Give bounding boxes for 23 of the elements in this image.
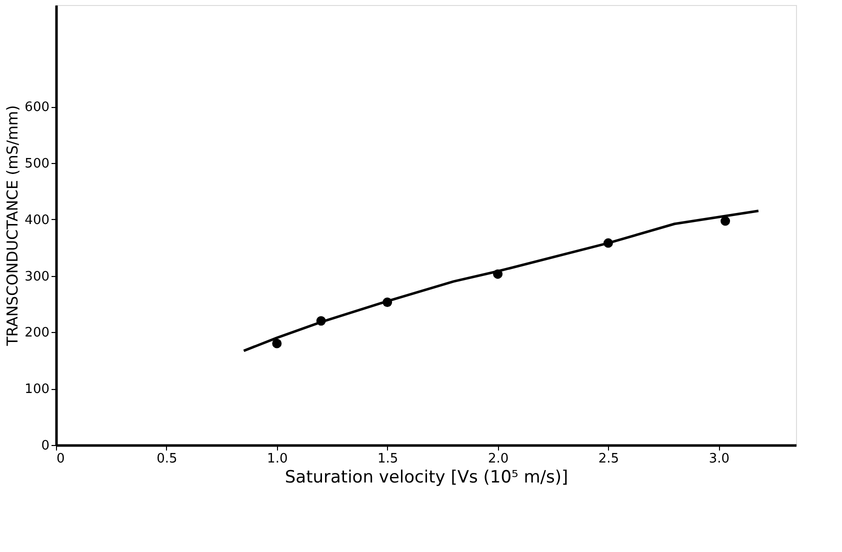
x-tick-label: 2.0 xyxy=(488,452,509,466)
x-tick-label: 2.5 xyxy=(598,452,620,466)
point xyxy=(493,269,503,279)
y-tick-label: 300 xyxy=(24,269,50,284)
x-tick-label: 1.0 xyxy=(267,452,288,466)
x-tick-label: 1.5 xyxy=(378,452,398,466)
x-tick-label: 0.5 xyxy=(156,452,178,466)
y-tick-label: 400 xyxy=(24,212,50,228)
line-series xyxy=(242,210,760,352)
point xyxy=(316,316,326,326)
y-tick-label: 600 xyxy=(24,100,50,116)
point xyxy=(382,298,392,308)
point xyxy=(720,216,730,226)
y-tick-label: 100 xyxy=(24,382,50,398)
y-axis-title: TRANSCONDUCTANCE (mS/mm) xyxy=(4,105,22,347)
y-tick-label: 500 xyxy=(24,156,50,172)
x-axis-title: Saturation velocity [Vs (10⁵ m/s)] xyxy=(284,468,568,488)
y-tick-label: 0 xyxy=(41,438,50,454)
y-tick-label: 200 xyxy=(24,326,50,341)
x-tick-label: 3.0 xyxy=(708,452,730,466)
x-tick-label: 0 xyxy=(56,452,65,466)
point xyxy=(272,338,282,348)
point xyxy=(603,238,613,248)
